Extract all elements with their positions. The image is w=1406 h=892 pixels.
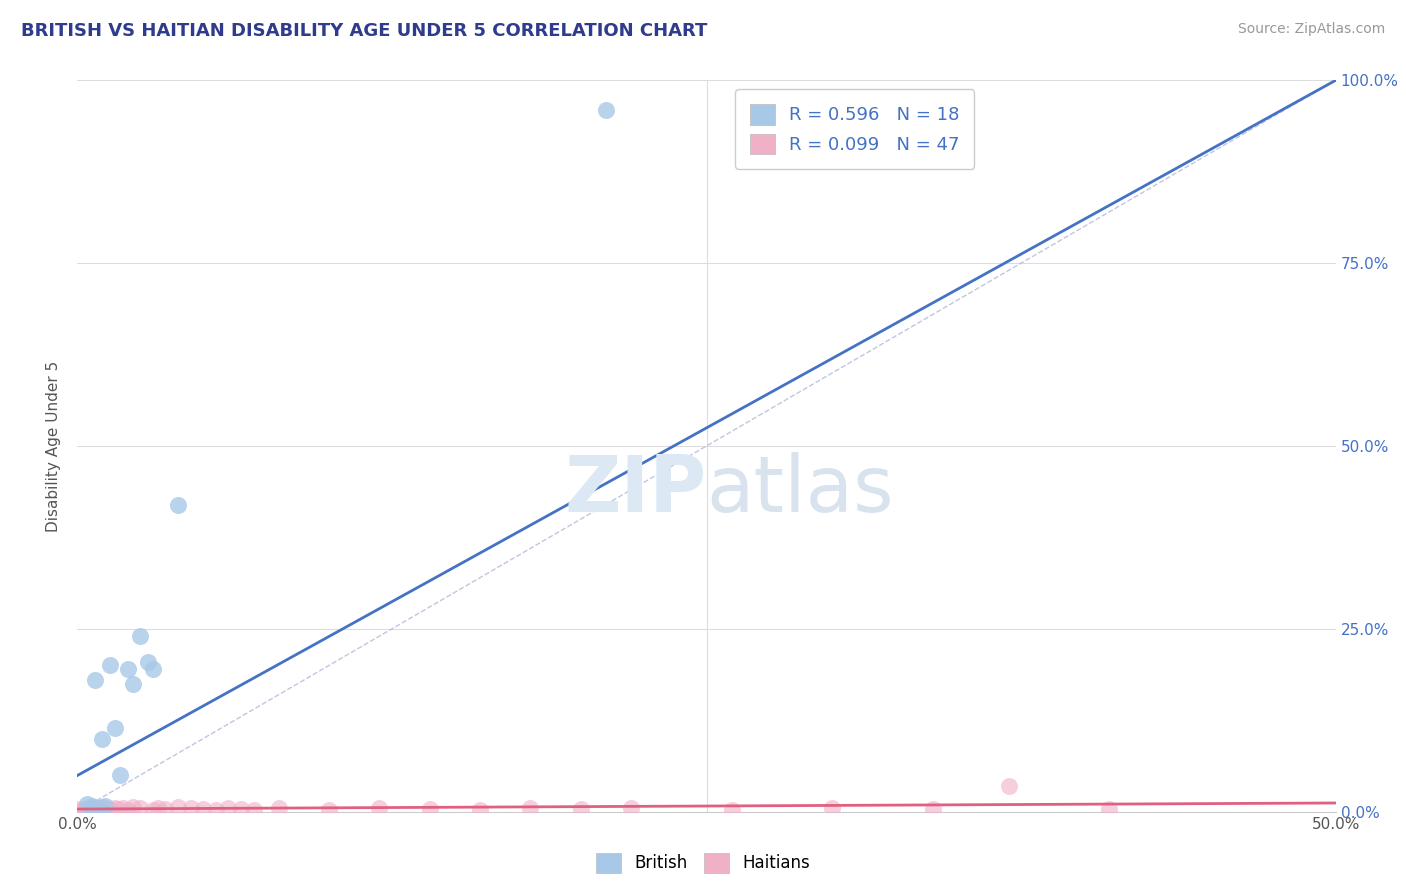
Point <box>419 802 441 816</box>
Text: ZIP: ZIP <box>564 452 707 528</box>
Point <box>821 801 844 815</box>
Point <box>519 801 541 815</box>
Point <box>136 655 159 669</box>
Point <box>117 662 139 676</box>
Point <box>167 498 190 512</box>
Point <box>79 801 101 815</box>
Point <box>217 801 239 815</box>
Point <box>155 802 177 816</box>
Point <box>720 803 742 817</box>
Point <box>121 800 143 814</box>
Point <box>94 802 117 816</box>
Point <box>267 801 290 815</box>
Point <box>86 801 108 815</box>
Point <box>117 803 139 817</box>
Point <box>86 802 108 816</box>
Point <box>79 803 101 817</box>
Point <box>82 798 104 813</box>
Point <box>72 803 94 817</box>
Point <box>84 801 107 815</box>
Point <box>204 803 226 817</box>
Point <box>922 802 945 816</box>
Text: Source: ZipAtlas.com: Source: ZipAtlas.com <box>1237 22 1385 37</box>
Point <box>104 801 127 815</box>
Point <box>368 801 391 815</box>
Legend: R = 0.596   N = 18, R = 0.099   N = 47: R = 0.596 N = 18, R = 0.099 N = 47 <box>735 89 974 169</box>
Point <box>620 801 643 815</box>
Point <box>191 802 215 816</box>
Point <box>82 800 104 814</box>
Point <box>79 801 101 815</box>
Point <box>229 802 252 816</box>
Point <box>1098 802 1121 816</box>
Legend: British, Haitians: British, Haitians <box>589 847 817 880</box>
Point <box>129 801 152 815</box>
Point <box>91 801 114 815</box>
Point <box>997 779 1019 793</box>
Point <box>108 768 131 782</box>
Point <box>318 803 340 817</box>
Point <box>96 801 118 815</box>
Point <box>121 676 143 690</box>
Point <box>84 803 107 817</box>
Point <box>94 798 117 813</box>
Point <box>142 662 165 676</box>
Point <box>104 721 127 735</box>
Point <box>468 803 491 817</box>
Point <box>73 802 96 816</box>
Point <box>142 803 165 817</box>
Point <box>146 801 169 815</box>
Point <box>91 800 114 814</box>
Point <box>69 802 91 816</box>
Point <box>86 803 108 817</box>
Point <box>107 802 129 816</box>
Point <box>98 803 121 817</box>
Point <box>91 731 114 746</box>
Text: BRITISH VS HAITIAN DISABILITY AGE UNDER 5 CORRELATION CHART: BRITISH VS HAITIAN DISABILITY AGE UNDER … <box>21 22 707 40</box>
Point <box>111 801 134 815</box>
Point <box>89 801 111 815</box>
Point <box>76 801 98 815</box>
Point <box>82 803 104 817</box>
Point <box>595 103 617 117</box>
Point <box>180 801 202 815</box>
Y-axis label: Disability Age Under 5: Disability Age Under 5 <box>46 360 62 532</box>
Point <box>84 673 107 687</box>
Text: atlas: atlas <box>707 452 894 528</box>
Point <box>242 803 264 817</box>
Point <box>569 802 592 816</box>
Point <box>89 803 111 817</box>
Point <box>129 629 152 643</box>
Point <box>167 800 190 814</box>
Point <box>98 658 121 673</box>
Point <box>76 797 98 812</box>
